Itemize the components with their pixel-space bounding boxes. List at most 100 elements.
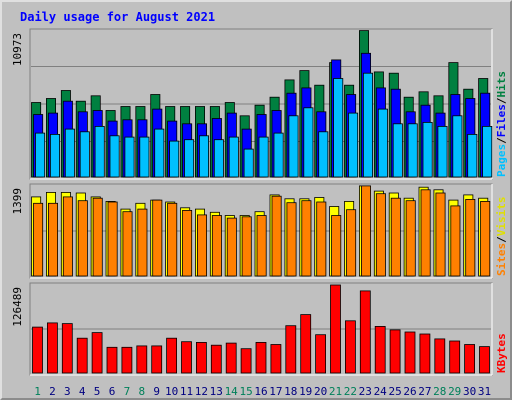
- bar-sites-day-16: [256, 215, 267, 277]
- day-label-25: 25: [388, 385, 401, 398]
- bar-kbytes-day-4: [76, 337, 88, 374]
- bar-kbytes-day-24: [374, 325, 386, 374]
- bar-sites-day-29: [450, 205, 461, 277]
- bar-sites-day-22: [346, 209, 357, 277]
- bar-kbytes-day-14: [225, 342, 237, 374]
- panel-kbytes-legend: KBytes: [495, 333, 508, 373]
- bar-sites-day-8: [137, 208, 148, 277]
- day-label-18: 18: [284, 385, 297, 398]
- day-label-19: 19: [299, 385, 312, 398]
- day-label-28: 28: [433, 385, 446, 398]
- bar-kbytes-day-23: [359, 290, 371, 374]
- bar-pages-day-17: [273, 132, 284, 178]
- day-label-10: 10: [165, 385, 178, 398]
- bar-kbytes-day-12: [195, 341, 207, 374]
- panel-visits-legend: Sites/Visits: [495, 197, 508, 277]
- bar-sites-day-19: [301, 200, 312, 277]
- day-label-17: 17: [269, 385, 282, 398]
- bar-kbytes-day-16: [255, 341, 267, 374]
- bar-pages-day-1: [35, 132, 46, 178]
- bar-sites-day-17: [271, 195, 282, 277]
- bar-pages-day-24: [377, 108, 388, 178]
- bar-pages-day-21: [333, 78, 344, 178]
- day-label-8: 8: [138, 385, 145, 398]
- bar-sites-day-1: [33, 202, 44, 277]
- bar-pages-day-14: [228, 136, 239, 178]
- bar-pages-day-3: [64, 128, 75, 178]
- bar-kbytes-day-20: [315, 334, 327, 374]
- bar-sites-day-27: [420, 189, 431, 277]
- bar-kbytes-day-5: [91, 332, 103, 374]
- bar-kbytes-day-11: [181, 341, 192, 374]
- day-label-29: 29: [448, 385, 461, 398]
- bar-sites-day-20: [316, 201, 327, 277]
- bar-pages-day-12: [198, 135, 209, 178]
- day-label-21: 21: [329, 385, 342, 398]
- day-label-14: 14: [225, 385, 239, 398]
- bar-sites-day-23: [360, 185, 371, 277]
- legend-entry: Pages: [495, 144, 508, 177]
- bar-sites-day-18: [286, 202, 297, 277]
- bar-kbytes-day-22: [344, 320, 356, 374]
- bar-kbytes-day-26: [404, 331, 416, 374]
- bar-kbytes-day-13: [210, 344, 222, 374]
- bar-sites-day-6: [107, 201, 118, 277]
- bar-kbytes-day-10: [166, 337, 178, 374]
- bar-sites-day-25: [390, 197, 401, 277]
- panel-hits-legend: Pages/Files/Hits: [495, 71, 508, 177]
- bar-sites-day-10: [167, 202, 178, 277]
- legend-entry: Hits: [495, 71, 508, 98]
- panel-hits-scale-label: 10973: [11, 33, 24, 66]
- day-label-9: 9: [153, 385, 160, 398]
- day-label-16: 16: [254, 385, 267, 398]
- day-label-26: 26: [403, 385, 416, 398]
- bar-sites-day-3: [62, 196, 73, 277]
- bar-pages-day-8: [139, 136, 150, 178]
- legend-entry: /: [495, 236, 508, 243]
- bar-sites-day-14: [226, 217, 237, 277]
- bar-sites-day-26: [405, 200, 416, 277]
- day-label-27: 27: [418, 385, 431, 398]
- day-label-30: 30: [463, 385, 476, 398]
- bar-sites-day-7: [122, 211, 133, 277]
- legend-entry: /: [495, 137, 508, 144]
- bar-pages-day-15: [243, 148, 254, 178]
- bar-sites-day-15: [241, 216, 252, 277]
- bar-kbytes-day-7: [121, 346, 133, 374]
- bar-sites-day-12: [196, 214, 207, 277]
- bar-sites-day-13: [211, 215, 222, 277]
- day-label-7: 7: [124, 385, 131, 398]
- bar-sites-day-2: [48, 202, 59, 277]
- bar-pages-day-31: [482, 126, 493, 178]
- bar-pages-day-30: [467, 133, 478, 178]
- bar-pages-day-18: [288, 115, 299, 178]
- bar-pages-day-13: [213, 139, 224, 178]
- legend-entry: Files: [495, 104, 508, 137]
- bar-kbytes-day-9: [151, 345, 163, 374]
- bar-sites-day-9: [152, 199, 163, 277]
- legend-entry: KBytes: [495, 333, 508, 373]
- day-label-2: 2: [49, 385, 56, 398]
- bar-kbytes-day-28: [434, 338, 446, 374]
- legend-entry: /: [495, 97, 508, 104]
- bar-pages-day-27: [422, 122, 433, 178]
- bar-kbytes-day-6: [106, 346, 118, 374]
- day-label-31: 31: [478, 385, 491, 398]
- day-label-6: 6: [109, 385, 116, 398]
- bar-pages-day-6: [109, 135, 120, 178]
- bar-kbytes-day-29: [449, 340, 461, 374]
- bar-pages-day-2: [50, 133, 61, 178]
- day-label-20: 20: [314, 385, 327, 398]
- panel-kbytes-scale-label: 126489: [11, 287, 24, 327]
- bar-kbytes-day-1: [32, 326, 43, 374]
- bar-pages-day-9: [154, 128, 165, 178]
- chart-title: Daily usage for August 2021: [20, 10, 215, 24]
- bar-sites-day-21: [331, 215, 342, 277]
- bar-sites-day-4: [77, 200, 88, 277]
- bar-pages-day-19: [303, 107, 314, 178]
- bar-pages-day-23: [362, 72, 373, 178]
- bar-pages-day-4: [79, 131, 90, 178]
- bar-sites-day-28: [435, 192, 446, 277]
- day-label-24: 24: [374, 385, 388, 398]
